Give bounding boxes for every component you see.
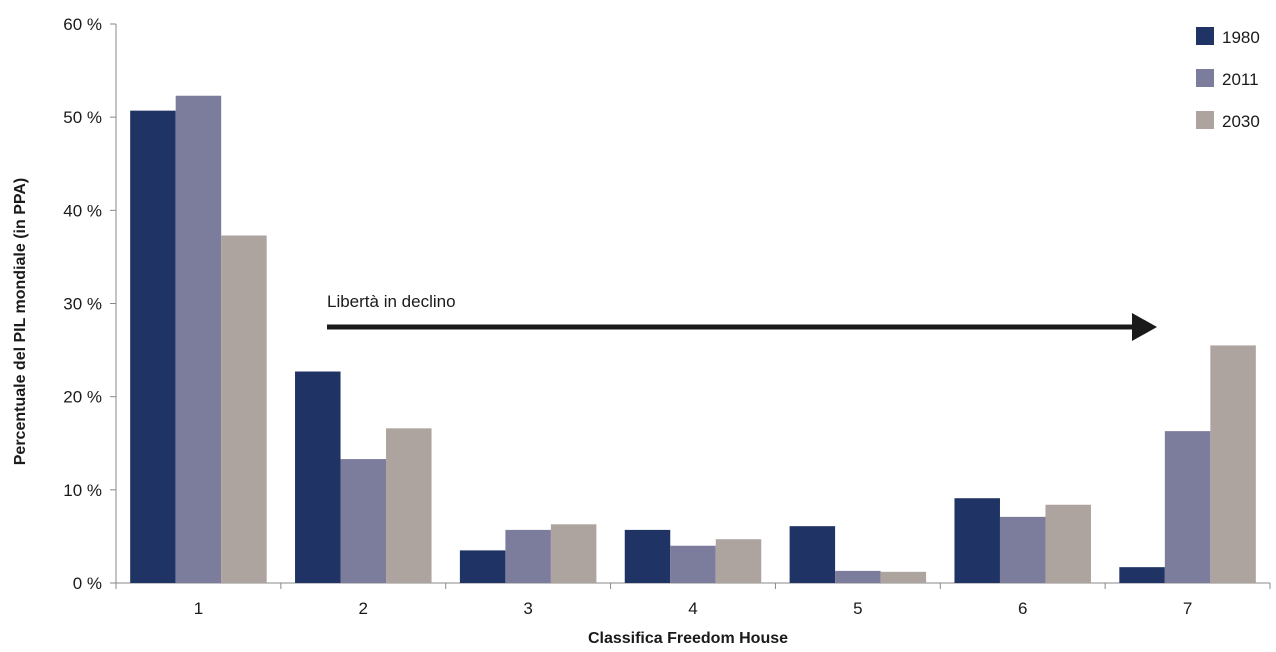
bar-1980-cat-2: [295, 371, 341, 583]
x-tick-label: 2: [359, 599, 368, 618]
legend-label-2011: 2011: [1222, 70, 1259, 89]
bar-1980-cat-6: [954, 498, 1000, 583]
bar-2011-cat-3: [505, 529, 551, 583]
trend-annotation: Libertà in declino: [327, 292, 1157, 341]
legend-label-2030: 2030: [1222, 112, 1260, 131]
bar-2011-cat-6: [999, 516, 1046, 583]
y-axis-title: Percentuale del PIL mondiale (in PPA): [12, 178, 29, 465]
bar-2030-cat-2: [386, 428, 432, 583]
bar-2030-cat-6: [1045, 504, 1091, 583]
x-tick-label: 3: [523, 599, 532, 618]
y-tick-label: 10 %: [63, 481, 102, 500]
bar-1980-cat-3: [459, 550, 506, 583]
annotation-label: Libertà in declino: [327, 292, 456, 311]
x-axis-title: Classifica Freedom House: [588, 630, 788, 647]
y-tick-label: 30 %: [63, 295, 102, 314]
chart-legend: 1980 2011 2030: [1196, 27, 1260, 131]
legend-swatch-2011: [1196, 69, 1214, 87]
y-tick-label: 40 %: [63, 201, 102, 220]
x-tick-label: 5: [853, 599, 862, 618]
arrow-right-icon: [1132, 313, 1157, 341]
bar-1980-cat-5: [789, 526, 836, 583]
legend-swatch-1980: [1196, 27, 1214, 45]
bar-1980-cat-4: [624, 529, 671, 583]
bar-2030-cat-7: [1210, 345, 1256, 583]
bar-2011-cat-4: [670, 545, 716, 583]
legend-swatch-2030: [1196, 111, 1214, 129]
y-tick-label: 50 %: [63, 108, 102, 127]
bar-2011-cat-5: [835, 570, 881, 583]
bar-2030-cat-5: [880, 571, 927, 583]
bar-1980-cat-1: [130, 110, 176, 584]
bar-2030-cat-1: [221, 235, 267, 583]
legend-label-1980: 1980: [1222, 28, 1260, 47]
chart-bars: [130, 95, 1256, 584]
bar-2030-cat-4: [715, 539, 762, 583]
x-tick-label: 7: [1183, 599, 1192, 618]
y-tick-label: 20 %: [63, 388, 102, 407]
y-tick-label: 0 %: [73, 574, 102, 593]
bar-2011-cat-1: [175, 95, 222, 583]
y-tick-label: 60 %: [63, 15, 102, 34]
x-tick-label: 6: [1018, 599, 1027, 618]
bar-2030-cat-3: [550, 524, 597, 583]
x-tick-label: 4: [688, 599, 697, 618]
bar-2011-cat-7: [1164, 431, 1211, 583]
bar-1980-cat-7: [1119, 567, 1165, 583]
x-tick-label: 1: [194, 599, 203, 618]
bar-2011-cat-2: [340, 459, 387, 583]
